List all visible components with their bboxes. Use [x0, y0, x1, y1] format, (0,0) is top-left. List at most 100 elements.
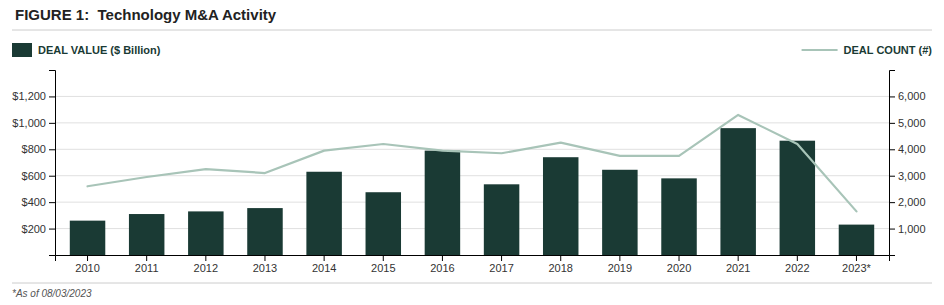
- axis-tick: 2020: [667, 255, 691, 274]
- y-axis: $200 $400 $600 $800 $1,000 $1,200: [12, 71, 55, 256]
- axis-tick: 2013: [253, 255, 277, 274]
- tick-mark: [205, 255, 206, 261]
- axis-tick: 2,000: [889, 196, 926, 208]
- tick-label: 6,000: [898, 90, 926, 102]
- tick-label: 2016: [430, 262, 454, 274]
- bar: [543, 157, 578, 255]
- tick-label: 4,000: [898, 143, 926, 155]
- bar: [366, 192, 401, 255]
- tick-label: 2013: [253, 262, 277, 274]
- title-separator: [12, 30, 932, 31]
- grid: [55, 96, 889, 228]
- axis-tick: 2019: [608, 255, 632, 274]
- tick-label: 1,000: [898, 223, 926, 235]
- legend: DEAL VALUE ($ Billion) DEAL COUNT (#): [12, 43, 932, 57]
- tick-mark: [49, 123, 55, 124]
- x-axis: 2010201120122013201420152016201720182019…: [56, 255, 890, 274]
- tick-label: 2020: [667, 262, 691, 274]
- grid-line: [55, 122, 889, 123]
- tick-label: 2023*: [842, 262, 871, 274]
- axis-tick: $1,000: [12, 117, 55, 129]
- axis-domain: [56, 256, 890, 262]
- tick-label: 2022: [785, 262, 809, 274]
- tick-label: $800: [22, 143, 46, 155]
- bar: [247, 208, 282, 255]
- tick-label: $600: [22, 170, 46, 182]
- axis-tick: 2023*: [842, 255, 871, 274]
- plot-area: 2010201120122013201420152016201720182019…: [12, 71, 925, 274]
- bar-series: [70, 128, 874, 255]
- tick-mark: [889, 149, 895, 150]
- axis-tick: 2022: [785, 255, 809, 274]
- axis-tick: 2018: [548, 255, 572, 274]
- line: [88, 115, 857, 211]
- marks: [70, 115, 874, 255]
- tick-label: 2014: [312, 262, 336, 274]
- axis-tick: $800: [22, 143, 55, 155]
- legend-item: DEAL VALUE ($ Billion): [12, 43, 161, 57]
- axis-tick: $600: [22, 170, 55, 182]
- axis-tick: 2017: [489, 255, 513, 274]
- bar: [661, 178, 696, 255]
- tick-label: $400: [22, 196, 46, 208]
- legend-item: DEAL COUNT (#): [802, 44, 933, 56]
- grid-line: [55, 96, 889, 97]
- tick-mark: [889, 229, 895, 230]
- legend-swatch: [802, 49, 838, 51]
- tick-mark: [619, 255, 620, 261]
- y2-axis: 1,000 2,000 3,000 4,000 5,000 6,000: [889, 71, 926, 256]
- tick-mark: [856, 255, 857, 261]
- axis-tick: $400: [22, 196, 55, 208]
- tick-mark: [889, 96, 895, 97]
- tick-mark: [889, 202, 895, 203]
- tick-label: 2021: [726, 262, 750, 274]
- tick-mark: [87, 255, 88, 261]
- bar: [188, 211, 223, 255]
- axis-tick: $1,200: [12, 90, 55, 102]
- axis-tick: 2021: [726, 255, 750, 274]
- axis-domain: [49, 71, 56, 256]
- tick-label: 2011: [135, 262, 159, 274]
- axis-tick: 3,000: [889, 170, 926, 182]
- axis-domain: [890, 71, 896, 256]
- tick-mark: [442, 255, 443, 261]
- bar: [484, 184, 519, 255]
- bar: [70, 221, 105, 255]
- tick-label: 2,000: [898, 196, 926, 208]
- bar: [720, 128, 755, 255]
- chart-svg: FIGURE 1: Technology M&A Activity 2010 201…: [0, 0, 944, 305]
- bar: [306, 172, 341, 255]
- grid-line: [55, 149, 889, 150]
- tick-label: $200: [22, 223, 46, 235]
- tick-mark: [797, 255, 798, 261]
- tick-mark: [146, 255, 147, 261]
- tick-mark: [264, 255, 265, 261]
- tick-label: 2010: [75, 262, 99, 274]
- tick-label: 3,000: [898, 170, 926, 182]
- chart-title: FIGURE 1: Technology M&A Activity: [15, 6, 277, 23]
- legend-swatch: [12, 43, 32, 57]
- tick-mark: [889, 176, 895, 177]
- axis-tick: 2011: [135, 255, 159, 274]
- grid-line: [55, 228, 889, 229]
- tick-label: 2017: [489, 262, 513, 274]
- tick-mark: [501, 255, 502, 261]
- axis-tick: 2014: [312, 255, 336, 274]
- legend-label: DEAL VALUE ($ Billion): [38, 44, 161, 56]
- footnote-separator: [12, 283, 932, 284]
- tick-mark: [49, 229, 55, 230]
- grid-line: [55, 202, 889, 203]
- annotation: *As of 08/03/2023: [12, 288, 92, 299]
- grid-line: [55, 175, 889, 176]
- axis-tick: 2010: [75, 255, 99, 274]
- tick-mark: [383, 255, 384, 261]
- tick-label: 2019: [608, 262, 632, 274]
- bar: [129, 214, 164, 255]
- axis-tick: 5,000: [889, 117, 926, 129]
- tick-mark: [679, 255, 680, 261]
- tick-mark: [738, 255, 739, 261]
- tick-mark: [49, 176, 55, 177]
- legend-label: DEAL COUNT (#): [844, 44, 933, 56]
- axis-tick: 2016: [430, 255, 454, 274]
- tick-mark: [889, 123, 895, 124]
